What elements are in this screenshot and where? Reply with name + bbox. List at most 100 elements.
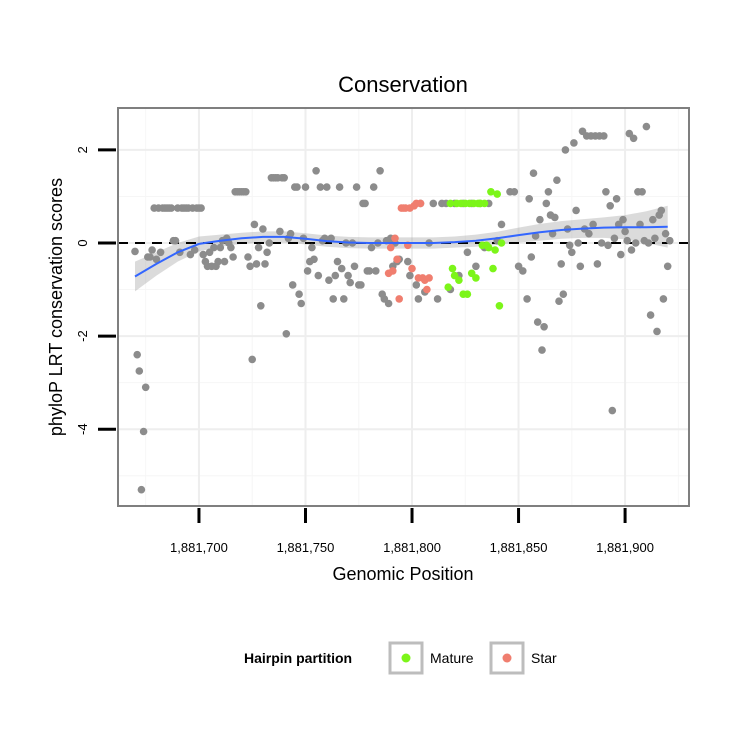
point-other [612,195,621,203]
point-other [214,257,222,266]
point-other [288,281,297,289]
point-mature [472,274,480,282]
y-axis: 2 0 -2 -4 [75,146,116,435]
smooth-line [134,225,668,278]
point-star [423,285,431,294]
point-other [661,229,670,238]
point-other [252,260,261,268]
point-other [631,239,640,247]
y-tick-label: 2 [75,146,90,153]
point-other [642,122,651,131]
x-axis: 1,881,700 1,881,750 1,881,800 1,881,850 1,88… [170,508,654,555]
point-other [372,267,380,275]
point-other [295,290,303,299]
point-other [257,302,265,310]
point-other [365,267,374,275]
point-other [367,243,376,252]
point-star [393,255,401,264]
x-tick-label: 1,881,750 [277,540,335,555]
legend-dot-star [502,653,512,663]
point-other [346,278,355,287]
point-other [314,271,323,280]
point-other [553,176,561,184]
point-other [265,239,274,247]
point-other [536,215,544,224]
point-other [572,206,580,215]
legend-label-mature: Mature [430,650,474,666]
point-other [644,239,653,247]
point-other [608,406,617,415]
point-other [510,188,519,196]
point-mature [455,276,463,285]
point-other [663,262,672,271]
point-other [301,183,310,191]
point-other [376,167,384,175]
point-other [131,247,139,256]
point-other [529,169,538,177]
point-other [540,323,548,331]
point-other [335,183,344,191]
point-mature [487,188,495,196]
point-star [425,274,433,282]
point-other [210,243,218,252]
point-other [259,225,267,233]
point-other [433,295,442,303]
point-other [327,234,335,243]
point-other [384,299,393,308]
point-other [638,188,646,196]
point-other [533,318,542,326]
point-other [606,202,614,210]
point-other [610,234,619,243]
point-mature [463,290,472,299]
point-mature [480,199,489,208]
point-other [242,188,250,196]
point-other [152,255,161,264]
point-other [604,241,612,250]
point-star [408,264,416,273]
point-mature [444,283,453,292]
point-other [617,250,625,259]
point-other [525,195,533,203]
point-other [561,146,570,154]
y-tick-label: -2 [75,330,90,342]
point-other [527,253,536,261]
plot-panel [118,108,689,506]
point-other [414,295,423,303]
legend: Hairpin partition Mature Star [244,641,557,675]
point-other [220,257,229,266]
point-other [602,188,610,196]
point-other [340,295,348,303]
point-other [657,206,666,215]
point-other [199,250,207,259]
point-other [568,248,576,257]
x-tick-label: 1,881,800 [383,540,441,555]
point-other [248,355,256,364]
point-star [416,199,425,208]
point-other [472,262,480,271]
point-mature [491,246,499,254]
point-other [316,183,325,191]
point-other [523,295,531,303]
point-other [261,260,269,268]
point-other [333,257,342,266]
point-other [621,227,629,236]
x-axis-title: Genomic Position [332,564,473,584]
point-other [538,346,546,354]
point-other [350,262,359,271]
point-mature [446,199,455,208]
legend-label-star: Star [531,650,557,666]
point-mature [484,243,493,252]
point-mature [495,302,504,310]
point-other [623,236,631,245]
point-other [133,350,141,359]
legend-title: Hairpin partition [244,650,352,666]
point-other [646,311,655,319]
point-star [389,267,397,275]
point-other [323,183,331,191]
point-other [619,215,627,224]
point-mature [448,264,457,273]
point-other [412,281,421,289]
point-other [254,243,263,252]
y-axis-title: phyloP LRT conservation scores [46,178,66,436]
point-other [329,295,338,303]
